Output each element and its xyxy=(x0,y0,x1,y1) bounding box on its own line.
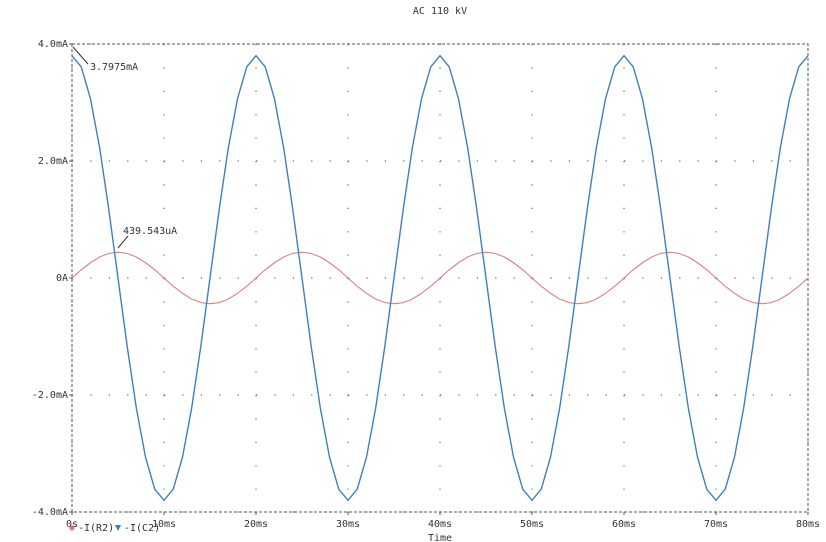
x-tick-label: 20ms xyxy=(244,519,268,530)
x-tick-label: 40ms xyxy=(428,519,452,530)
series-line xyxy=(71,55,809,501)
chart-title: AC 110 kV xyxy=(413,6,467,17)
y-tick-label: -4.0mA xyxy=(32,507,68,518)
series-line xyxy=(71,251,809,305)
y-tick-label: 4.0mA xyxy=(38,39,68,50)
legend-marker xyxy=(115,525,121,531)
y-tick-label: 2.0mA xyxy=(38,156,68,167)
x-tick-label: 30ms xyxy=(336,519,360,530)
annotation-leader xyxy=(117,235,129,249)
annotation: 439.543uA xyxy=(123,226,177,237)
legend-label: -I(R2) xyxy=(78,523,114,534)
x-axis-label: Time xyxy=(428,533,452,542)
x-tick-label: 60ms xyxy=(612,519,636,530)
legend-label: -I(C2) xyxy=(124,523,160,534)
x-tick-label: 70ms xyxy=(704,519,728,530)
x-tick-label: 0s xyxy=(66,519,78,530)
annotation-leader xyxy=(72,46,89,65)
y-tick-label: 0A xyxy=(56,273,68,284)
x-tick-label: 50ms xyxy=(520,519,544,530)
legend-marker xyxy=(69,525,75,531)
x-tick-label: 10ms xyxy=(152,519,176,530)
y-tick-label: -2.0mA xyxy=(32,390,68,401)
annotation: 3.7975mA xyxy=(90,62,138,73)
x-tick-label: 80ms xyxy=(796,519,820,530)
